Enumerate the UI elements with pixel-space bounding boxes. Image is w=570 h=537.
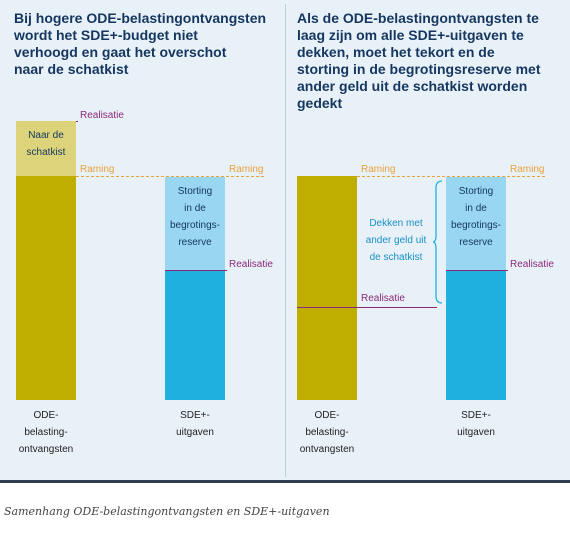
- left-storting-label: Storting in de begrotings- reserve: [169, 186, 221, 248]
- right-dekken-brace: [432, 180, 443, 304]
- left-ode-category-label: ODE- belasting- ontvangsten: [18, 410, 74, 455]
- left-sde-category-label: SDE+- uitgaven: [176, 410, 214, 438]
- left-sde-realisatie-label: Realisatie: [229, 259, 273, 270]
- left-sde-bar: [165, 271, 225, 400]
- left-ode-surplus-block: [16, 121, 76, 176]
- left-ode-raming-label: Raming: [80, 164, 115, 175]
- right-storting-label: Storting in de begrotings- reserve: [450, 186, 502, 248]
- right-panel-title: Als de ODE-belastingontvangsten te laag …: [297, 10, 541, 111]
- right-ode-realisatie-label: Realisatie: [361, 293, 405, 304]
- right-sde-raming-label: Raming: [510, 164, 545, 175]
- right-sde-category-label: SDE+- uitgaven: [457, 410, 495, 438]
- left-panel-title: Bij hogere ODE-belastingontvangsten word…: [14, 10, 267, 77]
- right-sde-realisatie-label: Realisatie: [510, 259, 554, 270]
- left-ode-surplus-label: Naar de schatkist: [26, 130, 66, 158]
- right-sde-bar: [446, 271, 506, 400]
- right-raming-dashed-line: [357, 176, 545, 177]
- right-sde-realisatie-line: [446, 270, 508, 271]
- left-ode-realisatie-label: Realisatie: [80, 110, 124, 121]
- right-ode-realisatie-line: [297, 307, 437, 308]
- right-storting-block: [446, 177, 506, 270]
- left-storting-block: [165, 177, 225, 270]
- panel-divider: [285, 4, 286, 477]
- left-ode-bar: [16, 176, 76, 400]
- right-dekken-label: Dekken met ander geld uit de schatkist: [365, 218, 427, 263]
- right-ode-raming-label: Raming: [361, 164, 396, 175]
- right-ode-bar: [297, 176, 357, 400]
- left-sde-raming-label: Raming: [229, 164, 264, 175]
- figure-bottom-rule: [0, 480, 570, 483]
- right-ode-category-label: ODE- belasting- ontvangsten: [299, 410, 355, 455]
- figure: Bij hogere ODE-belastingontvangsten word…: [0, 0, 570, 481]
- left-raming-dashed-line: [76, 176, 264, 177]
- left-sde-realisatie-line: [165, 270, 227, 271]
- figure-caption: Samenhang ODE-belastingontvangsten en SD…: [4, 505, 330, 518]
